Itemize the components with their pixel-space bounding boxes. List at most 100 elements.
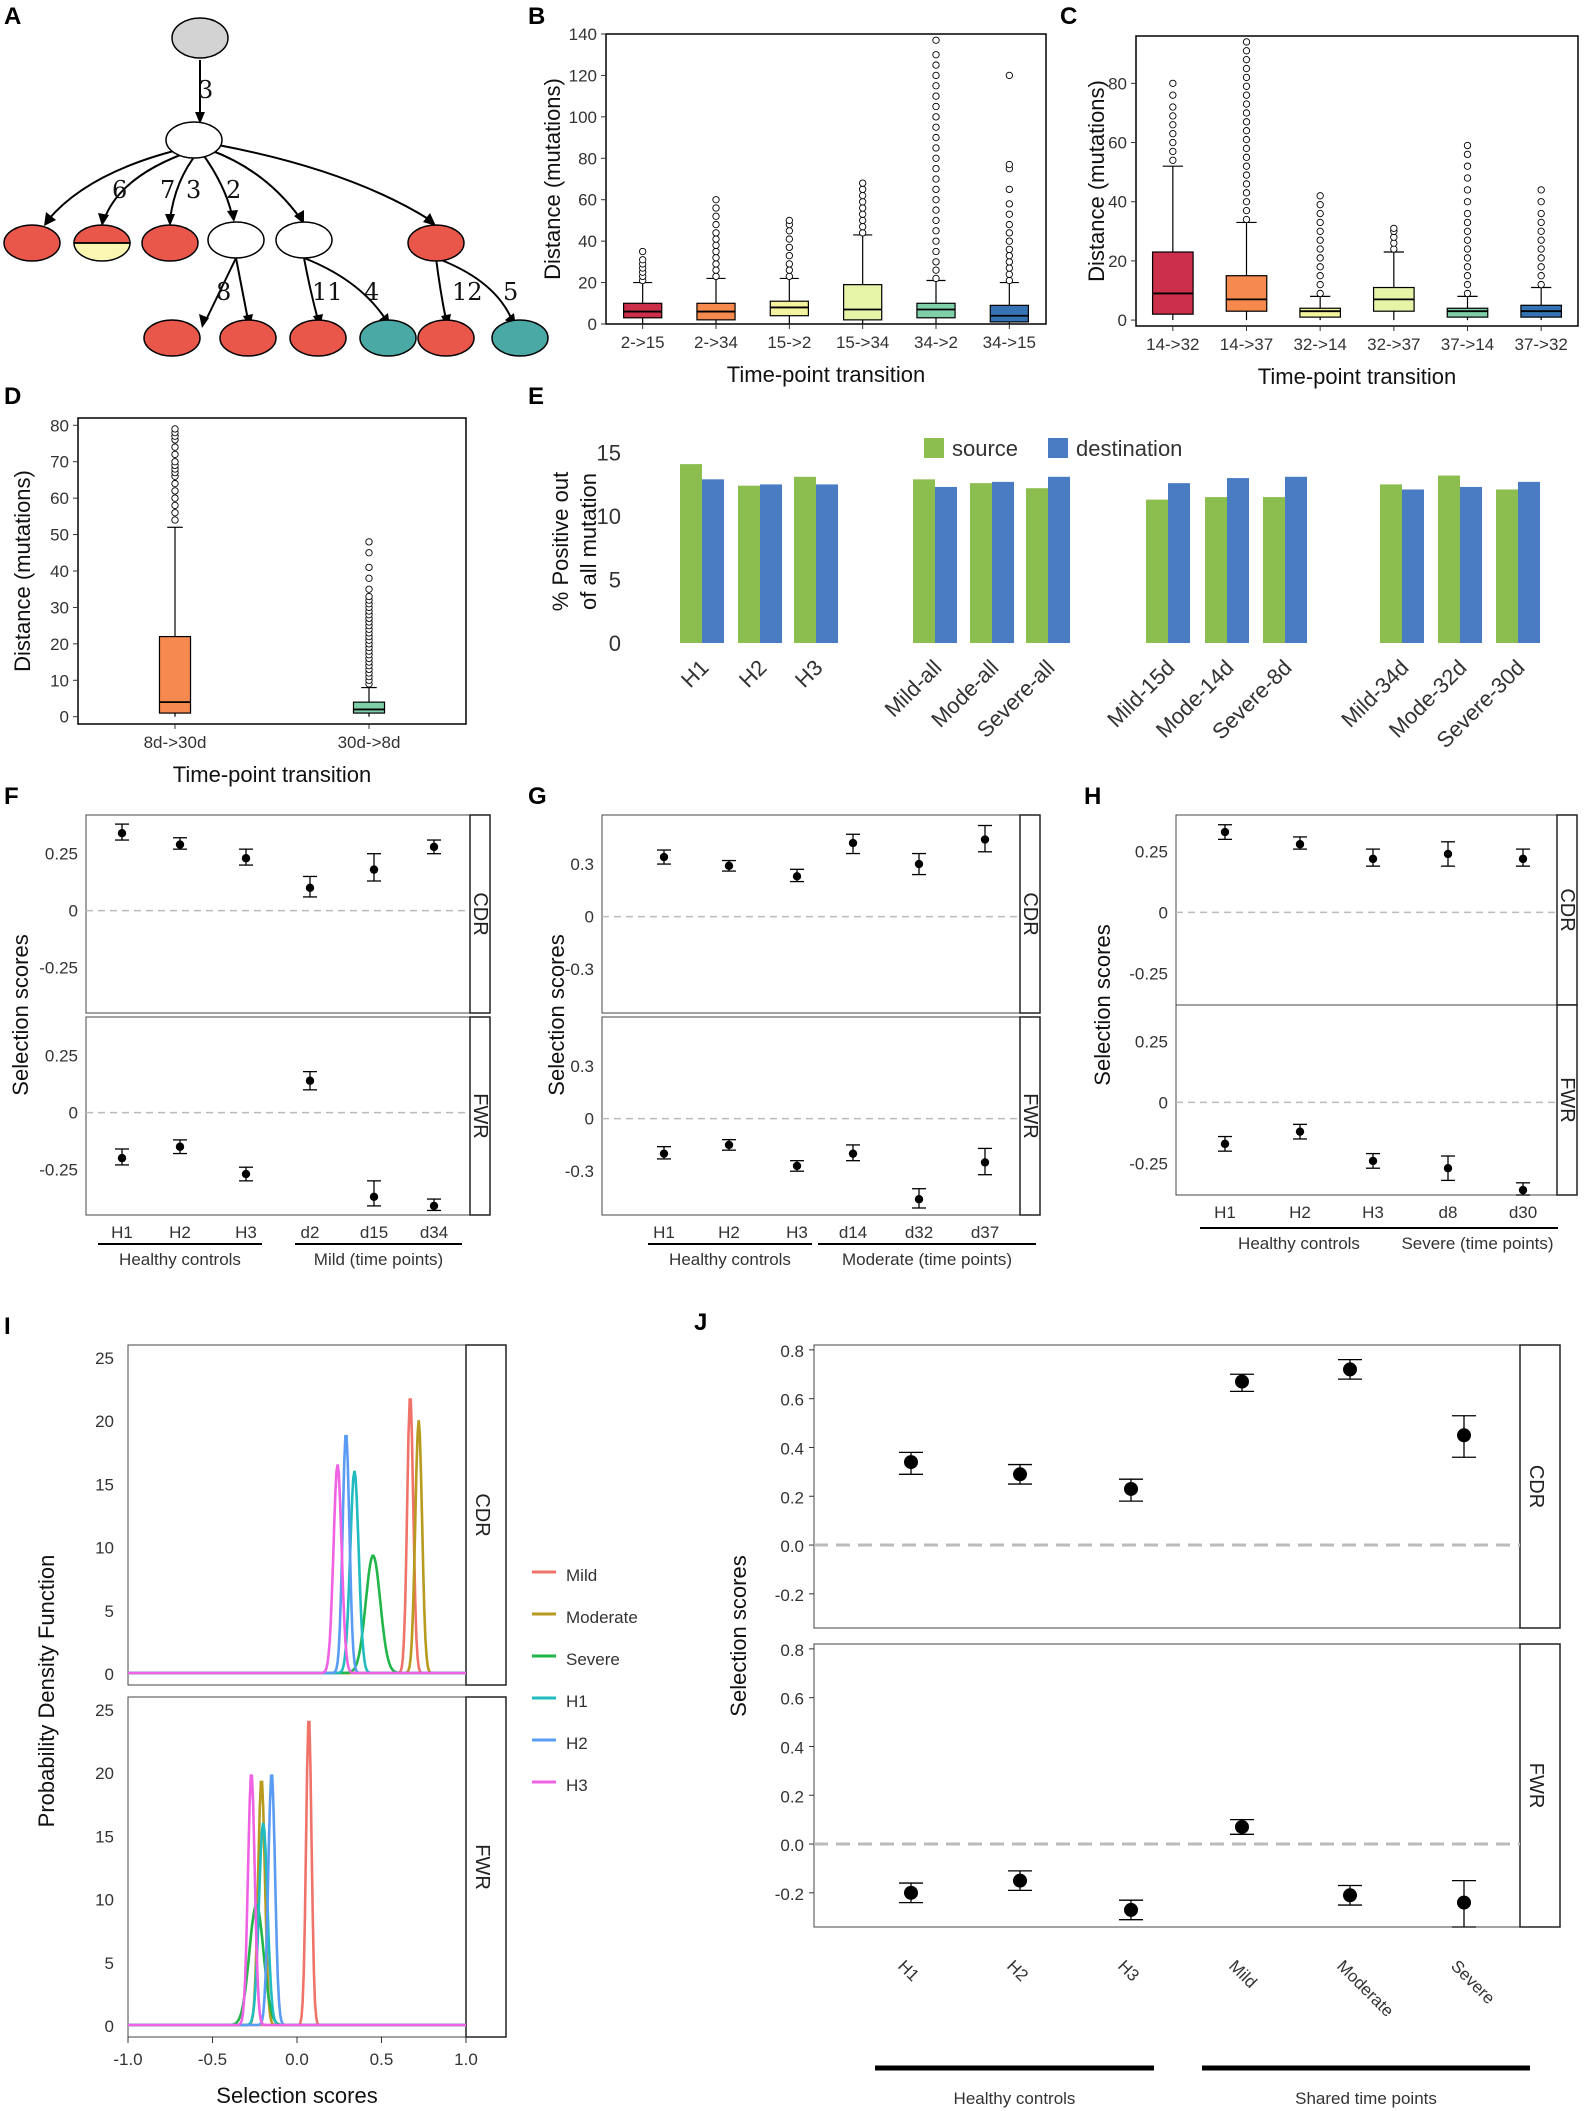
y-tick-label: 5	[105, 1954, 114, 1973]
outlier-point	[1316, 289, 1324, 298]
bar-source	[680, 464, 702, 643]
x-tick-label: H2	[718, 1223, 740, 1242]
y-tick-label: 40	[1108, 193, 1127, 212]
group-label: Healthy controls	[119, 1250, 241, 1269]
legend-label-h1: H1	[566, 1692, 588, 1711]
data-point	[1457, 1428, 1471, 1443]
y-tick-label: 15	[95, 1827, 114, 1846]
x-tick-label: 37->32	[1514, 335, 1567, 354]
x-tick-label: H3	[1114, 1956, 1143, 1985]
legend-label-h2: H2	[566, 1734, 588, 1753]
chart-i: CDR 0 5 10 15 20 25 FWR 0 5 10 15 20 25 -1.0 -0.5 0.0 0.5…	[34, 1344, 638, 2108]
outlier-point	[1316, 236, 1324, 244]
y-tick-label: -0.3	[565, 1162, 594, 1181]
outlier-point	[1537, 236, 1545, 244]
y-tick-label: -0.25	[1129, 1154, 1168, 1173]
outlier-point	[1463, 245, 1472, 253]
y-tick-label: 10	[50, 671, 69, 690]
y-tick-label: 120	[569, 66, 597, 85]
tree-arrowhead	[294, 210, 304, 224]
outlier-point	[859, 216, 867, 225]
data-point	[175, 1142, 185, 1151]
x-tick-label: 2->15	[621, 333, 665, 352]
tree-node	[165, 121, 223, 159]
legend-label-h3: H3	[566, 1776, 588, 1795]
y-tick-label: 0.6	[780, 1391, 804, 1410]
bar-destination	[760, 484, 782, 643]
tree-node	[359, 319, 417, 357]
outlier-point	[1316, 272, 1324, 280]
y-axis-label: % Positive out	[548, 472, 573, 611]
facet-label-fwr: FWR	[1525, 1763, 1547, 1809]
y-tick-label: 0	[1159, 903, 1168, 922]
outlier-point	[712, 220, 720, 229]
outlier-point	[712, 247, 720, 256]
data-point	[980, 835, 990, 844]
outlier-point	[932, 102, 940, 111]
y-tick-label: 10	[597, 504, 621, 529]
facet-strip	[465, 1696, 507, 2038]
outlier-point	[1242, 47, 1251, 55]
outlier-point	[1169, 79, 1177, 87]
x-tick-label: 14->37	[1220, 335, 1273, 354]
tree-edge-label: 11	[312, 278, 343, 306]
box	[1225, 275, 1268, 312]
outlier-point	[1537, 280, 1545, 289]
data-point	[1124, 1481, 1138, 1496]
outlier-point	[1390, 233, 1398, 241]
tree-edge	[303, 257, 387, 321]
x-tick-label: H1	[676, 655, 714, 693]
data-point	[980, 1158, 990, 1167]
outlier-point	[1005, 229, 1013, 237]
outlier-point	[932, 237, 940, 245]
outlier-point	[859, 185, 867, 194]
y-tick-label: 0	[60, 708, 69, 727]
tree-arrowhead	[227, 210, 238, 222]
x-axis-label: Selection scores	[216, 2083, 377, 2108]
y-tick-label: 10	[95, 1539, 114, 1558]
outlier-point	[1242, 153, 1251, 161]
x-tick-label: 30d->8d	[338, 733, 401, 752]
data-point	[1220, 827, 1230, 837]
x-tick-label: 37->14	[1441, 335, 1494, 354]
x-tick-label: d8	[1439, 1203, 1458, 1222]
x-tick-label: H2	[734, 655, 772, 693]
outlier-point	[1242, 162, 1251, 170]
panel-label-c: C	[1060, 3, 1077, 30]
x-tick-label: d32	[905, 1223, 933, 1242]
y-tick-label: 10	[95, 1891, 114, 1910]
plot-frame	[77, 417, 467, 725]
chart-j: CDR 0.8 0.6 0.4 0.2 0.0 -0.2 FWR 0.8 0.6 0.4 0.2 0.0…	[726, 1342, 1561, 2108]
y-tick-label: 0	[588, 315, 597, 334]
tree-node-split	[73, 224, 131, 262]
chart-f: CDR 0.25 0 -0.25 FWR 0.25 0 -0.25 H1 H2 H3 d2 d15 d34…	[8, 814, 491, 1269]
box	[158, 635, 192, 714]
y-tick-label: 70	[50, 453, 69, 472]
y-tick-label: 80	[578, 149, 597, 168]
outlier-point	[932, 144, 940, 152]
outlier-point	[1242, 56, 1251, 64]
facet-strip	[469, 1016, 491, 1216]
data-point	[724, 861, 734, 871]
data-point	[904, 1885, 918, 1900]
tree-node	[417, 319, 475, 357]
chart-g: CDR 0.3 0 -0.3 FWR 0.3 0 -0.3 H1 H2 H3 d14 d32 d37 Hea…	[544, 814, 1041, 1269]
outlier-point	[1537, 209, 1545, 218]
outlier-point	[1242, 215, 1251, 224]
outlier-point	[171, 450, 179, 459]
x-tick-label: H1	[1214, 1203, 1236, 1222]
x-tick-label: H2	[1289, 1203, 1311, 1222]
x-axis-label: Time-point transition	[173, 762, 371, 787]
y-tick-label: 80	[50, 416, 69, 435]
y-tick-label: 30	[50, 598, 69, 617]
x-tick-label: 1.0	[454, 2050, 478, 2069]
y-tick-label: 0.6	[780, 1690, 804, 1709]
data-point	[1295, 1127, 1305, 1136]
y-tick-label: -0.25	[39, 1160, 78, 1179]
panel-label-f: F	[4, 783, 19, 810]
outlier-point	[1463, 280, 1472, 289]
outlier-point	[859, 222, 867, 231]
outlier-point	[1316, 254, 1324, 262]
y-tick-label: 0.3	[570, 855, 594, 874]
